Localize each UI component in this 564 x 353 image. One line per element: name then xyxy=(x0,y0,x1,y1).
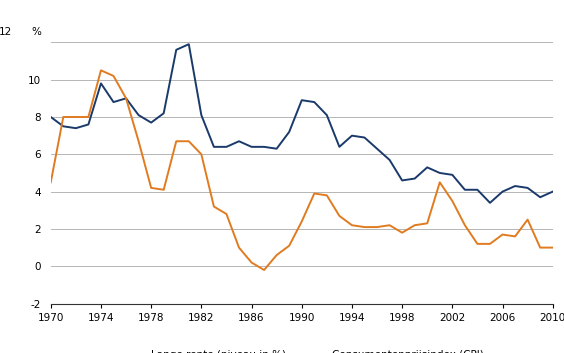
Consumentenprijsindex (CPI) xyxy=(349,223,355,227)
Consumentenprijsindex (CPI) xyxy=(424,221,430,226)
Lange rente (niveau in %) xyxy=(311,100,318,104)
Consumentenprijsindex (CPI) xyxy=(273,253,280,257)
Lange rente (niveau in %) xyxy=(549,190,556,194)
Consumentenprijsindex (CPI) xyxy=(361,225,368,229)
Lange rente (niveau in %) xyxy=(437,171,443,175)
Consumentenprijsindex (CPI) xyxy=(524,217,531,222)
Consumentenprijsindex (CPI) xyxy=(148,186,155,190)
Lange rente (niveau in %) xyxy=(110,100,117,104)
Consumentenprijsindex (CPI) xyxy=(386,223,393,227)
Lange rente (niveau in %) xyxy=(60,124,67,128)
Lange rente (niveau in %) xyxy=(399,178,406,183)
Consumentenprijsindex (CPI) xyxy=(399,231,406,235)
Consumentenprijsindex (CPI) xyxy=(487,242,494,246)
Lange rente (niveau in %) xyxy=(98,81,104,85)
Consumentenprijsindex (CPI) xyxy=(461,223,468,227)
Lange rente (niveau in %) xyxy=(449,173,456,177)
Consumentenprijsindex (CPI) xyxy=(537,245,544,250)
Lange rente (niveau in %) xyxy=(474,188,481,192)
Consumentenprijsindex (CPI) xyxy=(474,242,481,246)
Line: Lange rente (niveau in %): Lange rente (niveau in %) xyxy=(51,44,553,203)
Lange rente (niveau in %) xyxy=(85,122,92,127)
Lange rente (niveau in %) xyxy=(411,176,418,181)
Consumentenprijsindex (CPI) xyxy=(236,245,243,250)
Consumentenprijsindex (CPI) xyxy=(248,261,255,265)
Lange rente (niveau in %) xyxy=(323,113,330,117)
Lange rente (niveau in %) xyxy=(499,190,506,194)
Lange rente (niveau in %) xyxy=(160,111,167,115)
Lange rente (niveau in %) xyxy=(537,195,544,199)
Lange rente (niveau in %) xyxy=(298,98,305,102)
Consumentenprijsindex (CPI) xyxy=(60,115,67,119)
Consumentenprijsindex (CPI) xyxy=(298,219,305,223)
Consumentenprijsindex (CPI) xyxy=(286,244,293,248)
Consumentenprijsindex (CPI) xyxy=(47,180,54,184)
Consumentenprijsindex (CPI) xyxy=(549,245,556,250)
Consumentenprijsindex (CPI) xyxy=(411,223,418,227)
Lange rente (niveau in %) xyxy=(236,139,243,143)
Consumentenprijsindex (CPI) xyxy=(261,268,267,272)
Text: 12: 12 xyxy=(0,27,12,37)
Lange rente (niveau in %) xyxy=(186,42,192,46)
Consumentenprijsindex (CPI) xyxy=(110,74,117,78)
Lange rente (niveau in %) xyxy=(386,158,393,162)
Line: Consumentenprijsindex (CPI): Consumentenprijsindex (CPI) xyxy=(51,70,553,270)
Consumentenprijsindex (CPI) xyxy=(135,139,142,143)
Consumentenprijsindex (CPI) xyxy=(85,115,92,119)
Consumentenprijsindex (CPI) xyxy=(160,188,167,192)
Consumentenprijsindex (CPI) xyxy=(323,193,330,197)
Lange rente (niveau in %) xyxy=(373,146,380,151)
Lange rente (niveau in %) xyxy=(123,96,130,101)
Lange rente (niveau in %) xyxy=(424,165,430,169)
Lange rente (niveau in %) xyxy=(210,145,217,149)
Consumentenprijsindex (CPI) xyxy=(223,212,230,216)
Lange rente (niveau in %) xyxy=(223,145,230,149)
Consumentenprijsindex (CPI) xyxy=(499,232,506,237)
Lange rente (niveau in %) xyxy=(487,201,494,205)
Consumentenprijsindex (CPI) xyxy=(210,204,217,209)
Lange rente (niveau in %) xyxy=(336,145,343,149)
Lange rente (niveau in %) xyxy=(248,145,255,149)
Consumentenprijsindex (CPI) xyxy=(173,139,179,143)
Lange rente (niveau in %) xyxy=(135,113,142,117)
Lange rente (niveau in %) xyxy=(349,133,355,138)
Lange rente (niveau in %) xyxy=(73,126,80,130)
Lange rente (niveau in %) xyxy=(461,188,468,192)
Consumentenprijsindex (CPI) xyxy=(73,115,80,119)
Lange rente (niveau in %) xyxy=(47,115,54,119)
Consumentenprijsindex (CPI) xyxy=(98,68,104,72)
Lange rente (niveau in %) xyxy=(361,136,368,140)
Lange rente (niveau in %) xyxy=(148,120,155,125)
Consumentenprijsindex (CPI) xyxy=(512,234,518,239)
Lange rente (niveau in %) xyxy=(261,145,267,149)
Consumentenprijsindex (CPI) xyxy=(437,180,443,184)
Lange rente (niveau in %) xyxy=(524,186,531,190)
Consumentenprijsindex (CPI) xyxy=(198,152,205,156)
Consumentenprijsindex (CPI) xyxy=(123,96,130,101)
Consumentenprijsindex (CPI) xyxy=(311,191,318,196)
Lange rente (niveau in %) xyxy=(173,48,179,52)
Consumentenprijsindex (CPI) xyxy=(373,225,380,229)
Legend: Lange rente (niveau in %), Consumentenprijsindex (CPI): Lange rente (niveau in %), Consumentenpr… xyxy=(115,345,488,353)
Consumentenprijsindex (CPI) xyxy=(186,139,192,143)
Lange rente (niveau in %) xyxy=(512,184,518,188)
Text: %: % xyxy=(32,27,41,37)
Consumentenprijsindex (CPI) xyxy=(336,214,343,218)
Lange rente (niveau in %) xyxy=(286,130,293,134)
Lange rente (niveau in %) xyxy=(273,146,280,151)
Consumentenprijsindex (CPI) xyxy=(449,199,456,203)
Lange rente (niveau in %) xyxy=(198,113,205,117)
